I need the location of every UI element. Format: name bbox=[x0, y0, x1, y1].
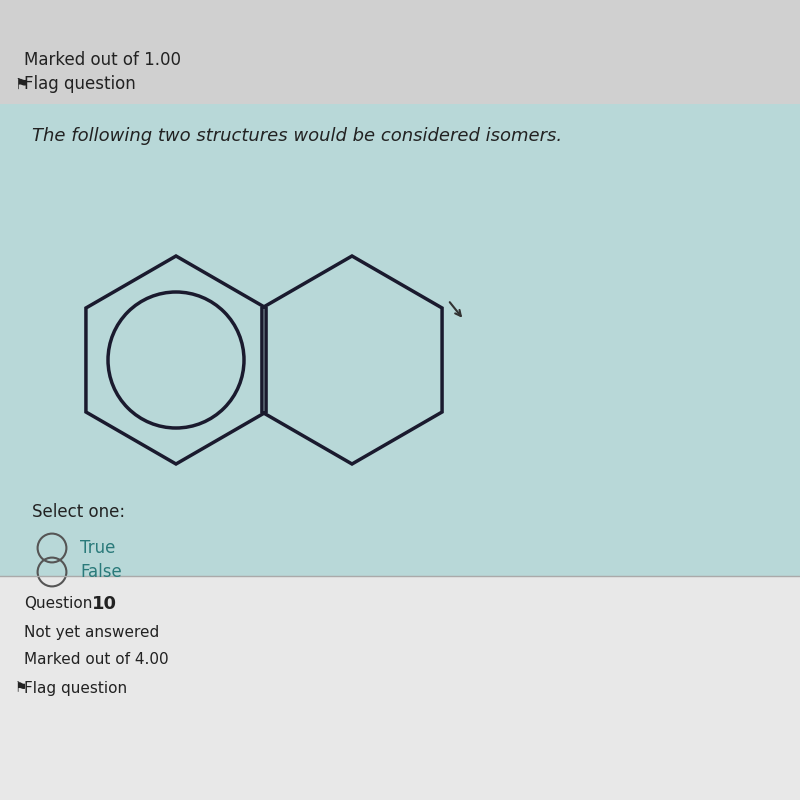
Text: Select one:: Select one: bbox=[32, 503, 125, 521]
Text: Marked out of 4.00: Marked out of 4.00 bbox=[24, 653, 169, 667]
Text: Flag question: Flag question bbox=[24, 75, 136, 93]
Text: Question: Question bbox=[24, 597, 92, 611]
FancyBboxPatch shape bbox=[0, 0, 800, 104]
Text: Not yet answered: Not yet answered bbox=[24, 625, 159, 639]
FancyBboxPatch shape bbox=[0, 576, 800, 800]
Text: ⚑: ⚑ bbox=[14, 77, 28, 91]
Text: The following two structures would be considered isomers.: The following two structures would be co… bbox=[32, 127, 562, 145]
Text: True: True bbox=[80, 539, 115, 557]
Text: False: False bbox=[80, 563, 122, 581]
Text: 10: 10 bbox=[92, 595, 117, 613]
FancyBboxPatch shape bbox=[0, 104, 800, 576]
Text: Marked out of 1.00: Marked out of 1.00 bbox=[24, 51, 181, 69]
Text: ⚑: ⚑ bbox=[14, 681, 27, 695]
Text: Flag question: Flag question bbox=[24, 681, 127, 695]
